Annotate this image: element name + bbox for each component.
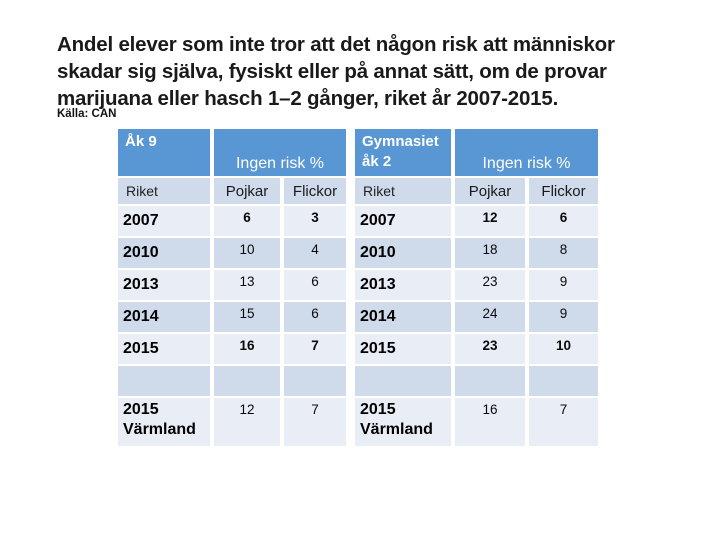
value-cell: 6 (284, 270, 346, 300)
table-metric-label: Ingen risk % (455, 129, 598, 176)
column-header: Pojkar (214, 178, 280, 204)
value-cell: 6 (284, 302, 346, 332)
table-row: 2015 16 7 (118, 334, 346, 364)
value-cell: 6 (214, 206, 280, 236)
row-label: 2007 (355, 206, 451, 236)
column-header: Pojkar (455, 178, 525, 204)
value-cell: 12 (455, 206, 525, 236)
value-cell: 10 (529, 334, 598, 364)
table-row: 2013 23 9 (355, 270, 598, 300)
value-cell (455, 366, 525, 396)
row-label: 2013 (118, 270, 210, 300)
row-label: 2014 (118, 302, 210, 332)
row-label: 2010 (355, 238, 451, 268)
slide-title: Andel elever som inte tror att det någon… (57, 33, 615, 110)
table-row: 2010 10 4 (118, 238, 346, 268)
table-row (118, 366, 346, 396)
source-note: Källa: CAN (57, 108, 117, 120)
value-cell: 23 (455, 270, 525, 300)
row-header-label: Riket (118, 178, 210, 204)
value-cell: 7 (284, 334, 346, 364)
table-group-label: Gymnasiet åk 2 (355, 129, 451, 176)
row-header-label: Riket (355, 178, 451, 204)
value-cell: 9 (529, 270, 598, 300)
column-header: Flickor (284, 178, 346, 204)
value-cell: 7 (529, 398, 598, 446)
row-label: 2013 (355, 270, 451, 300)
value-cell (284, 366, 346, 396)
value-cell: 18 (455, 238, 525, 268)
value-cell: 3 (284, 206, 346, 236)
value-cell: 13 (214, 270, 280, 300)
value-cell: 12 (214, 398, 280, 446)
table-row: 2013 13 6 (118, 270, 346, 300)
row-label (355, 366, 451, 396)
table-row (355, 366, 598, 396)
table-group-label: Åk 9 (118, 129, 210, 176)
value-cell: 24 (455, 302, 525, 332)
value-cell: 6 (529, 206, 598, 236)
table-ak9: Åk 9 Ingen risk % Riket Pojkar Flickor 2007 6 3… (114, 127, 350, 448)
value-cell: 23 (455, 334, 525, 364)
value-cell: 8 (529, 238, 598, 268)
value-cell: 16 (214, 334, 280, 364)
value-cell: 10 (214, 238, 280, 268)
value-cell: 15 (214, 302, 280, 332)
row-label: 2015 (355, 334, 451, 364)
value-cell: 16 (455, 398, 525, 446)
row-label: 2015 Värmland (118, 398, 210, 446)
row-label: 2014 (355, 302, 451, 332)
table-row: 2010 18 8 (355, 238, 598, 268)
value-cell (214, 366, 280, 396)
table-header-row: Åk 9 Ingen risk % (118, 129, 346, 176)
row-label: 2015 (118, 334, 210, 364)
value-cell (529, 366, 598, 396)
table-subheader-row: Riket Pojkar Flickor (355, 178, 598, 204)
row-label: 2015 Värmland (355, 398, 451, 446)
table-row: 2007 6 3 (118, 206, 346, 236)
table-row: 2007 12 6 (355, 206, 598, 236)
table-row: 2015 Värmland 16 7 (355, 398, 598, 446)
table-gymnasiet-ak2: Gymnasiet åk 2 Ingen risk % Riket Pojkar Fli… (351, 127, 602, 448)
table-row: 2014 15 6 (118, 302, 346, 332)
value-cell: 4 (284, 238, 346, 268)
table-row: 2015 23 10 (355, 334, 598, 364)
value-cell: 9 (529, 302, 598, 332)
table-header-row: Gymnasiet åk 2 Ingen risk % (355, 129, 598, 176)
column-header: Flickor (529, 178, 598, 204)
table-row: 2015 Värmland 12 7 (118, 398, 346, 446)
table-row: 2014 24 9 (355, 302, 598, 332)
row-label: 2007 (118, 206, 210, 236)
table-metric-label: Ingen risk % (214, 129, 346, 176)
value-cell: 7 (284, 398, 346, 446)
row-label: 2010 (118, 238, 210, 268)
row-label (118, 366, 210, 396)
table-subheader-row: Riket Pojkar Flickor (118, 178, 346, 204)
